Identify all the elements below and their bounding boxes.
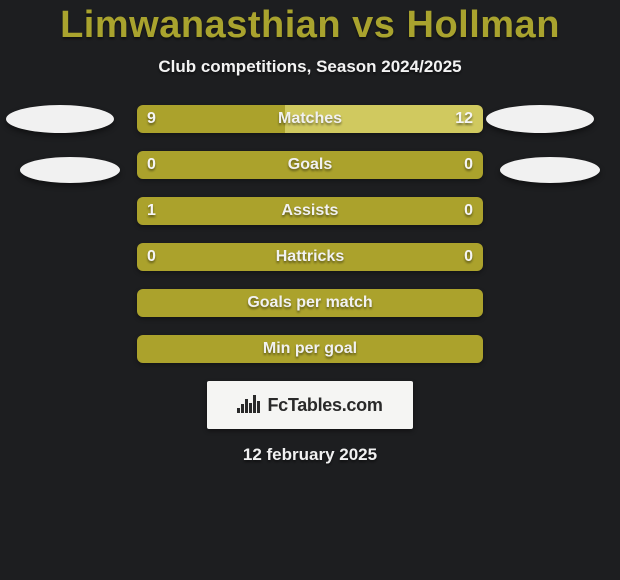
- player-left-name: Limwanasthian: [60, 4, 341, 46]
- stat-value-left: 1: [147, 202, 156, 220]
- player-token-ellipse: [6, 105, 114, 133]
- stat-row: Min per goal: [137, 335, 483, 363]
- stat-label: Matches: [137, 110, 483, 128]
- player-right-name: Hollman: [407, 4, 560, 46]
- chart-stage: 9Matches120Goals01Assists00Hattricks0Goa…: [0, 105, 620, 363]
- stat-value-left: 0: [147, 156, 156, 174]
- stat-label: Hattricks: [137, 248, 483, 266]
- stat-value-left: 9: [147, 110, 156, 128]
- brand-badge: FcTables.com: [207, 381, 413, 429]
- stat-row: 9Matches12: [137, 105, 483, 133]
- stat-label: Min per goal: [137, 340, 483, 358]
- stat-value-right: 0: [464, 248, 473, 266]
- stat-row: 0Hattricks0: [137, 243, 483, 271]
- date-line: 12 february 2025: [0, 445, 620, 465]
- stat-value-left: 0: [147, 248, 156, 266]
- bars-icon: [237, 393, 261, 418]
- stat-label: Assists: [137, 202, 483, 220]
- stat-row: 0Goals0: [137, 151, 483, 179]
- player-token-ellipse: [486, 105, 594, 133]
- stat-bars: 9Matches120Goals01Assists00Hattricks0Goa…: [137, 105, 483, 363]
- stat-label: Goals per match: [137, 294, 483, 312]
- subtitle: Club competitions, Season 2024/2025: [0, 57, 620, 77]
- stat-row: 1Assists0: [137, 197, 483, 225]
- stat-label: Goals: [137, 156, 483, 174]
- comparison-title: Limwanasthian vs Hollman: [0, 0, 620, 47]
- stat-value-right: 0: [464, 202, 473, 220]
- player-token-ellipse: [500, 157, 600, 183]
- player-token-ellipse: [20, 157, 120, 183]
- stat-value-right: 12: [455, 110, 473, 128]
- stat-value-right: 0: [464, 156, 473, 174]
- vs-separator: vs: [352, 4, 395, 46]
- stat-row: Goals per match: [137, 289, 483, 317]
- brand-text: FcTables.com: [267, 395, 382, 416]
